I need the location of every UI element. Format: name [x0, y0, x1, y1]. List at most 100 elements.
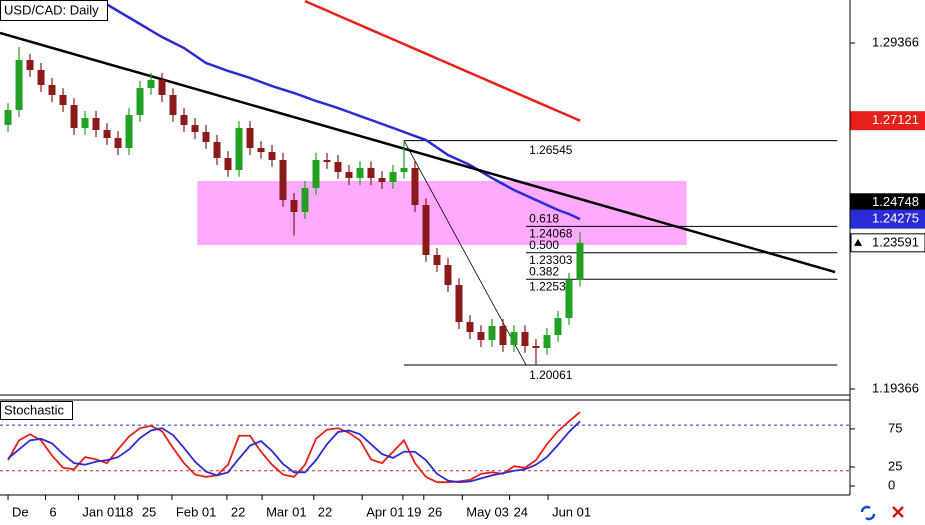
candle-body: [26, 59, 34, 70]
candle-body: [543, 335, 551, 349]
candle-body: [279, 159, 287, 201]
candle-body: [15, 59, 23, 110]
candle-body: [477, 332, 485, 341]
fib-ratio: 0.500: [529, 238, 559, 252]
candle-body: [312, 159, 320, 189]
candle-body: [103, 129, 111, 139]
candle-body: [521, 332, 529, 347]
x-tick-label: De: [12, 504, 29, 519]
toolbar-icons[interactable]: [860, 505, 904, 521]
fib-price: 1.23303: [529, 253, 573, 267]
x-tick-label: Jun 01: [552, 504, 591, 519]
last-price-marker: [850, 233, 925, 253]
fib-label: 1.26545: [529, 143, 573, 157]
moving-average: [304, 0, 581, 122]
last-price-marker-label: 1.23591: [872, 234, 919, 249]
x-tick-label: 22: [318, 504, 332, 519]
y-tick-label: 1.19366: [872, 380, 919, 395]
y-tick-label: 1.29366: [872, 34, 919, 49]
candle-body: [345, 171, 353, 179]
candle-body: [147, 79, 155, 89]
candle-body: [92, 118, 100, 130]
last-price-arrow: [854, 238, 862, 246]
price-marker-label: 1.27121: [872, 112, 919, 127]
candle-body: [257, 148, 265, 153]
price-marker: [850, 209, 925, 229]
y-tick-label: 0: [888, 477, 895, 492]
candle-body: [356, 168, 364, 179]
candle-body: [136, 88, 144, 116]
candle-body: [422, 205, 430, 256]
chart-title: USD/CAD: Daily: [4, 2, 99, 17]
title-box: [0, 0, 108, 21]
y-tick-label: 75: [888, 420, 902, 435]
candle-body: [114, 138, 122, 149]
candle-body: [202, 132, 210, 143]
candle-body: [323, 159, 331, 162]
candle-body: [576, 242, 584, 281]
price-marker: [850, 111, 925, 131]
x-tick-label: Jan 01: [82, 504, 121, 519]
close-icon[interactable]: [892, 506, 904, 518]
candle-body: [180, 115, 188, 126]
fib-price: 1.22538: [529, 279, 573, 293]
x-tick-label: Apr 01: [366, 504, 404, 519]
candle-body: [411, 168, 419, 206]
candle-body: [48, 85, 56, 96]
x-tick-label: Feb 01: [176, 504, 216, 519]
candle-body: [554, 318, 562, 336]
fib-price: 1.24068: [529, 226, 573, 240]
x-tick-label: 26: [428, 504, 442, 519]
x-tick-label: 19: [407, 504, 421, 519]
trendline: [0, 31, 836, 274]
link-icon[interactable]: [860, 505, 876, 521]
fib-ratio: 0.618: [529, 211, 559, 225]
x-tick-label: 6: [49, 504, 56, 519]
main-plot: 1.26545 1.20061 0.6181.240680.5001.233030.…: [0, 0, 838, 382]
candle-body: [400, 168, 408, 172]
candle-body: [565, 280, 573, 319]
candle-body: [334, 161, 342, 172]
candle-body: [455, 285, 463, 323]
candle-body: [444, 265, 452, 286]
candle-body: [59, 95, 67, 106]
x-tick-label: 18: [119, 504, 133, 519]
price-marker-label: 1.24748: [872, 194, 919, 209]
candle-body: [235, 128, 243, 170]
axes: 1.29366 1.19366 1.27121 1.24748 1.24275 1.235…: [7, 34, 925, 519]
candle-body: [466, 322, 474, 333]
fib-label: 1.20061: [529, 368, 573, 382]
candle-body: [158, 79, 166, 96]
stochastic-line: [7, 411, 581, 484]
candle-body: [191, 125, 199, 133]
candle-body: [37, 69, 45, 86]
x-tick-label: 24: [514, 504, 528, 519]
candle-body: [70, 105, 78, 129]
price-marker-label: 1.24275: [872, 211, 919, 226]
stoch-title-box: [0, 401, 73, 420]
candle-body: [246, 128, 254, 149]
candle-body: [532, 346, 540, 349]
x-tick-label: May 03: [466, 504, 509, 519]
candle-body: [4, 109, 12, 125]
candle-body: [213, 142, 221, 159]
stochastic-line: [7, 420, 581, 484]
x-tick-label: Mar 01: [266, 504, 306, 519]
candle-body: [268, 152, 276, 160]
candle-body: [488, 326, 496, 341]
candle-body: [81, 118, 89, 129]
stochastic-plot: [0, 411, 850, 484]
stoch-title: Stochastic: [4, 402, 64, 417]
candle-body: [290, 200, 298, 212]
candle-body: [301, 188, 309, 212]
candle-body: [433, 255, 441, 266]
candle-body: [169, 95, 177, 116]
zone: [197, 180, 687, 246]
x-tick-label: 22: [231, 504, 245, 519]
candle-body: [499, 326, 507, 346]
candle-body: [224, 158, 232, 170]
moving-average: [96, 0, 581, 221]
candle-body: [510, 332, 518, 346]
